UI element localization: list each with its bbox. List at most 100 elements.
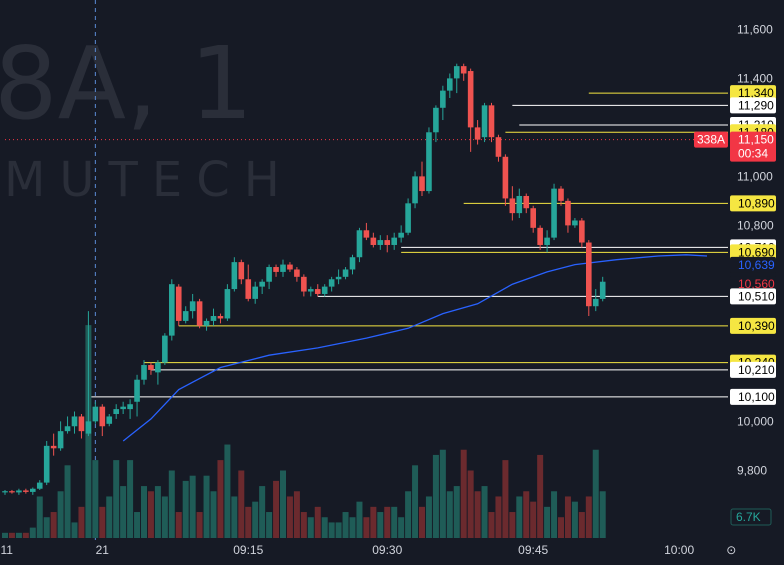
candle-body [106,416,113,424]
volume-bar [384,506,391,538]
red-level-tag-bg [730,276,776,293]
candle-body [433,107,439,133]
volume-bar [245,506,252,538]
candle-body [71,416,78,427]
volume-bar [182,480,189,538]
price-tick-label: 10,000 [737,414,774,428]
volume-bar [189,475,196,538]
volume-tag: 6.7K [736,510,761,524]
volume-bar [15,532,22,538]
candle-body [488,105,495,138]
candle-body [530,208,536,228]
candle-body [579,220,585,243]
candle-body [412,176,418,204]
candle-body [189,301,196,312]
time-axis[interactable]: :11 21 09:15 09:30 09:45 10:00 ⊙ [0,543,736,557]
candle-body [64,426,71,432]
volume-bar [370,506,377,538]
volume-bar [516,496,523,538]
candle-body [259,281,265,287]
volume-bar [252,501,259,538]
volume-bar [224,444,231,538]
candle-body [509,198,516,214]
candles [2,63,606,495]
current-price-label: 11,150 [738,133,774,147]
candle-body [447,78,453,91]
candle-body [460,66,467,74]
time-tick-label: 09:45 [518,543,548,557]
level-tag: 10,100 [738,390,775,404]
volume-bar [99,506,106,538]
candle-body [169,284,175,336]
candle-body [2,491,8,493]
candle-body [321,286,328,294]
volume-bar [412,465,419,538]
candle-body [419,176,425,192]
candle-body [23,490,29,492]
volume-bar [544,506,551,538]
volume-bar [460,449,467,538]
volume-bar [328,522,335,538]
price-axis[interactable]: 11,60011,40011,00010,80010,40010,0009,80… [737,22,774,477]
price-tick-label: 9,800 [737,463,767,477]
level-tag-bg [730,388,776,405]
volume-bars [2,325,606,538]
volume-bar [585,496,592,538]
candle-body [252,286,258,299]
candle-body [280,264,286,272]
symbol-tag: 338A [697,133,725,147]
candle-body [266,267,272,282]
candle-body [453,66,460,79]
volume-bar [286,496,293,538]
symbol-watermark: 8A, 1 [0,25,253,142]
candle-body [16,490,22,493]
candle-body [565,200,571,226]
volume-bar [391,506,398,538]
candle-body [273,267,279,272]
candle-body [495,137,502,157]
volume-bar [50,512,57,538]
volume-bar [467,470,474,538]
volume-bar [356,501,363,538]
level-tag-bg [730,97,776,114]
level-tag-bg [730,244,776,261]
volume-bar [419,506,425,538]
volume-bar [210,491,217,538]
vwap-path [122,254,708,442]
candle-body [440,90,446,108]
volume-bar [523,491,530,538]
level-tag-bg [730,288,776,305]
volume-bar [64,465,71,538]
volume-bar [78,506,85,538]
candle-body [141,365,147,380]
candle-body [363,230,370,238]
candle-body [481,105,488,138]
volume-bar [217,460,224,538]
price-axis-tags: 11,34011,29011,21011,18011,15000:34338A1… [694,85,776,526]
time-tick-label: 09:15 [233,543,263,557]
volume-bar [266,512,273,538]
volume-bar [530,501,537,538]
candle-body [217,316,224,319]
volume-bar [446,491,453,538]
candle-body [558,188,564,201]
vwap-tag-bg [730,256,776,273]
time-tick-label: 21 [96,543,110,557]
candle-body [502,156,509,199]
volume-bar [273,480,280,538]
candle-body [599,281,606,299]
volume-bar [342,512,349,538]
volume-bar [196,512,203,538]
volume-bar [425,496,432,538]
candle-body [349,257,356,270]
volume-bar [335,522,342,538]
volume-bar [113,460,120,538]
candle-body [405,203,411,233]
time-tick-label: 10:00 [664,543,694,557]
volume-bar [293,491,300,538]
volume-bar [363,517,370,538]
candle-body [148,365,154,370]
level-tag: 11,340 [738,86,774,100]
